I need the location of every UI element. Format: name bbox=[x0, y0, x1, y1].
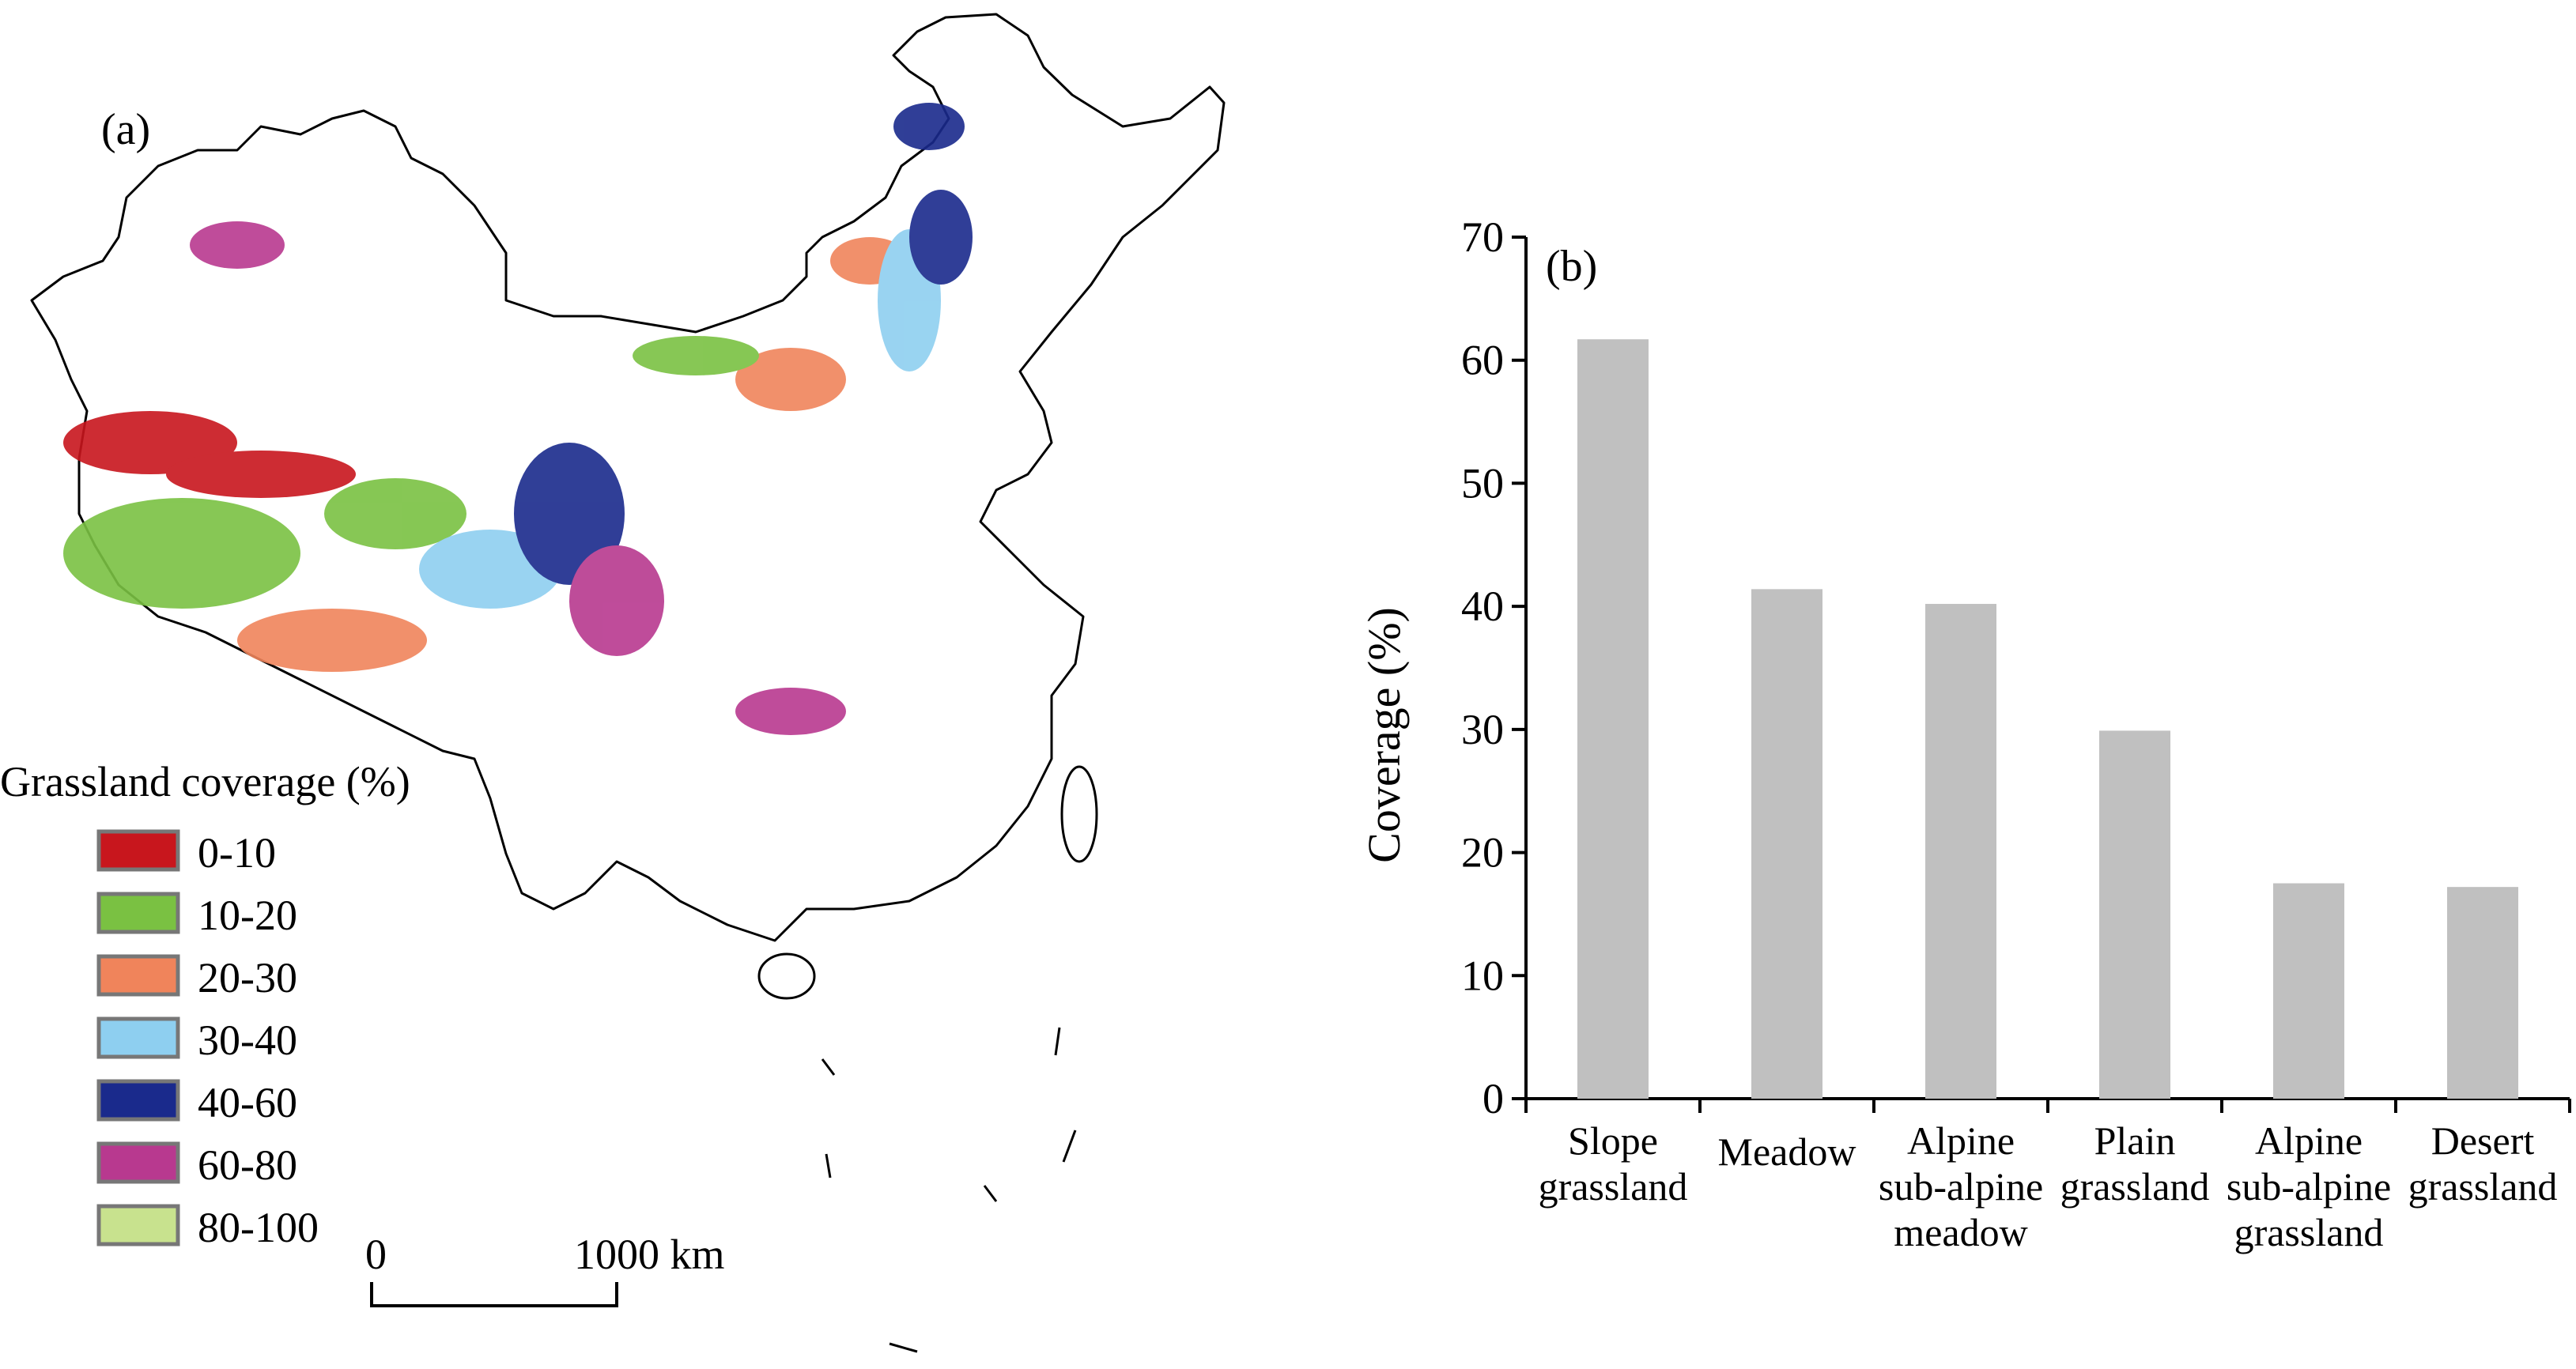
legend-label: 80-100 bbox=[198, 1204, 319, 1251]
x-tick-label: Slope grassland bbox=[1539, 1118, 1688, 1209]
legend-swatch bbox=[96, 1204, 180, 1246]
coverage-patches bbox=[63, 103, 973, 735]
y-tick-label: 50 bbox=[1461, 459, 1504, 507]
y-tick-label: 20 bbox=[1461, 829, 1504, 877]
map-panel: (a) bbox=[0, 13, 1226, 1353]
legend-swatch bbox=[96, 954, 180, 997]
x-tick-label-line: grassland bbox=[2060, 1164, 2210, 1209]
hainan-island bbox=[757, 952, 816, 1000]
chart-bars bbox=[1577, 339, 2518, 1099]
x-tick-label: Plain grassland bbox=[2060, 1118, 2210, 1209]
y-axis-label: Coverage (%) bbox=[1358, 607, 1410, 863]
chart-panel-label: (b) bbox=[1546, 242, 1597, 291]
south-china-sea-islands bbox=[821, 1027, 1077, 1353]
map-panel-label: (a) bbox=[101, 105, 150, 154]
legend-label: 10-20 bbox=[198, 892, 297, 939]
scale-bar: 0 1000 km bbox=[365, 1231, 725, 1307]
y-tick-label: 40 bbox=[1461, 583, 1504, 630]
bar bbox=[1577, 339, 1649, 1099]
taiwan-island bbox=[1060, 765, 1098, 863]
legend-label: 30-40 bbox=[198, 1016, 297, 1064]
scale-bar-start-label: 0 bbox=[365, 1231, 387, 1278]
x-tick-label-line: Meadow bbox=[1718, 1130, 1856, 1174]
legend-title: Grassland coverage (%) bbox=[0, 758, 410, 805]
y-tick-label: 10 bbox=[1461, 952, 1504, 999]
x-tick-label: Desert grassland bbox=[2408, 1118, 2558, 1209]
bar bbox=[2447, 887, 2518, 1099]
x-tick-label-line: grassland bbox=[1539, 1164, 1688, 1209]
legend-swatch bbox=[96, 1141, 180, 1184]
legend-swatch bbox=[96, 829, 180, 872]
bar bbox=[2273, 883, 2344, 1099]
y-tick-label: 70 bbox=[1461, 213, 1504, 261]
legend-label: 20-30 bbox=[198, 954, 297, 1001]
x-tick-label: Alpine sub-alpine meadow bbox=[1879, 1118, 2043, 1254]
legend-label: 40-60 bbox=[198, 1079, 297, 1126]
x-tick-label-line: Desert bbox=[2431, 1118, 2535, 1163]
x-tick-label-line: Alpine bbox=[1907, 1118, 2015, 1163]
x-tick-label-line: sub-alpine bbox=[1879, 1164, 2043, 1209]
y-tick-label: 30 bbox=[1461, 706, 1504, 753]
legend-swatch bbox=[96, 1079, 180, 1122]
bar bbox=[2099, 730, 2170, 1099]
x-tick-label-line: meadow bbox=[1894, 1210, 2027, 1254]
y-tick-label: 60 bbox=[1461, 337, 1504, 384]
x-tick-label-line: Slope bbox=[1568, 1118, 1658, 1163]
scale-bar-end-label: 1000 km bbox=[574, 1231, 725, 1278]
legend-label: 0-10 bbox=[198, 829, 276, 877]
x-tick-label-line: grassland bbox=[2408, 1164, 2558, 1209]
x-tick-label-line: sub-alpine bbox=[2227, 1164, 2391, 1209]
chart-axes: 0 10 20 30 40 50 60 70 bbox=[1461, 213, 2571, 1122]
x-tick-label: Meadow bbox=[1718, 1130, 1856, 1174]
x-tick-label-line: grassland bbox=[2234, 1210, 2384, 1254]
y-tick-label: 0 bbox=[1483, 1075, 1504, 1122]
bar bbox=[1751, 589, 1822, 1099]
x-tick-label-line: Plain bbox=[2094, 1118, 2176, 1163]
x-tick-label-line: Alpine bbox=[2255, 1118, 2363, 1163]
legend-swatch bbox=[96, 892, 180, 934]
bar bbox=[1925, 604, 1996, 1099]
legend-swatch bbox=[96, 1016, 180, 1059]
map-legend: Grassland coverage (%) 0-10 10-20 20-30 30-… bbox=[0, 758, 410, 1251]
legend-label: 60-80 bbox=[198, 1141, 297, 1189]
x-tick-label: Alpine sub-alpine grassland bbox=[2227, 1118, 2391, 1254]
